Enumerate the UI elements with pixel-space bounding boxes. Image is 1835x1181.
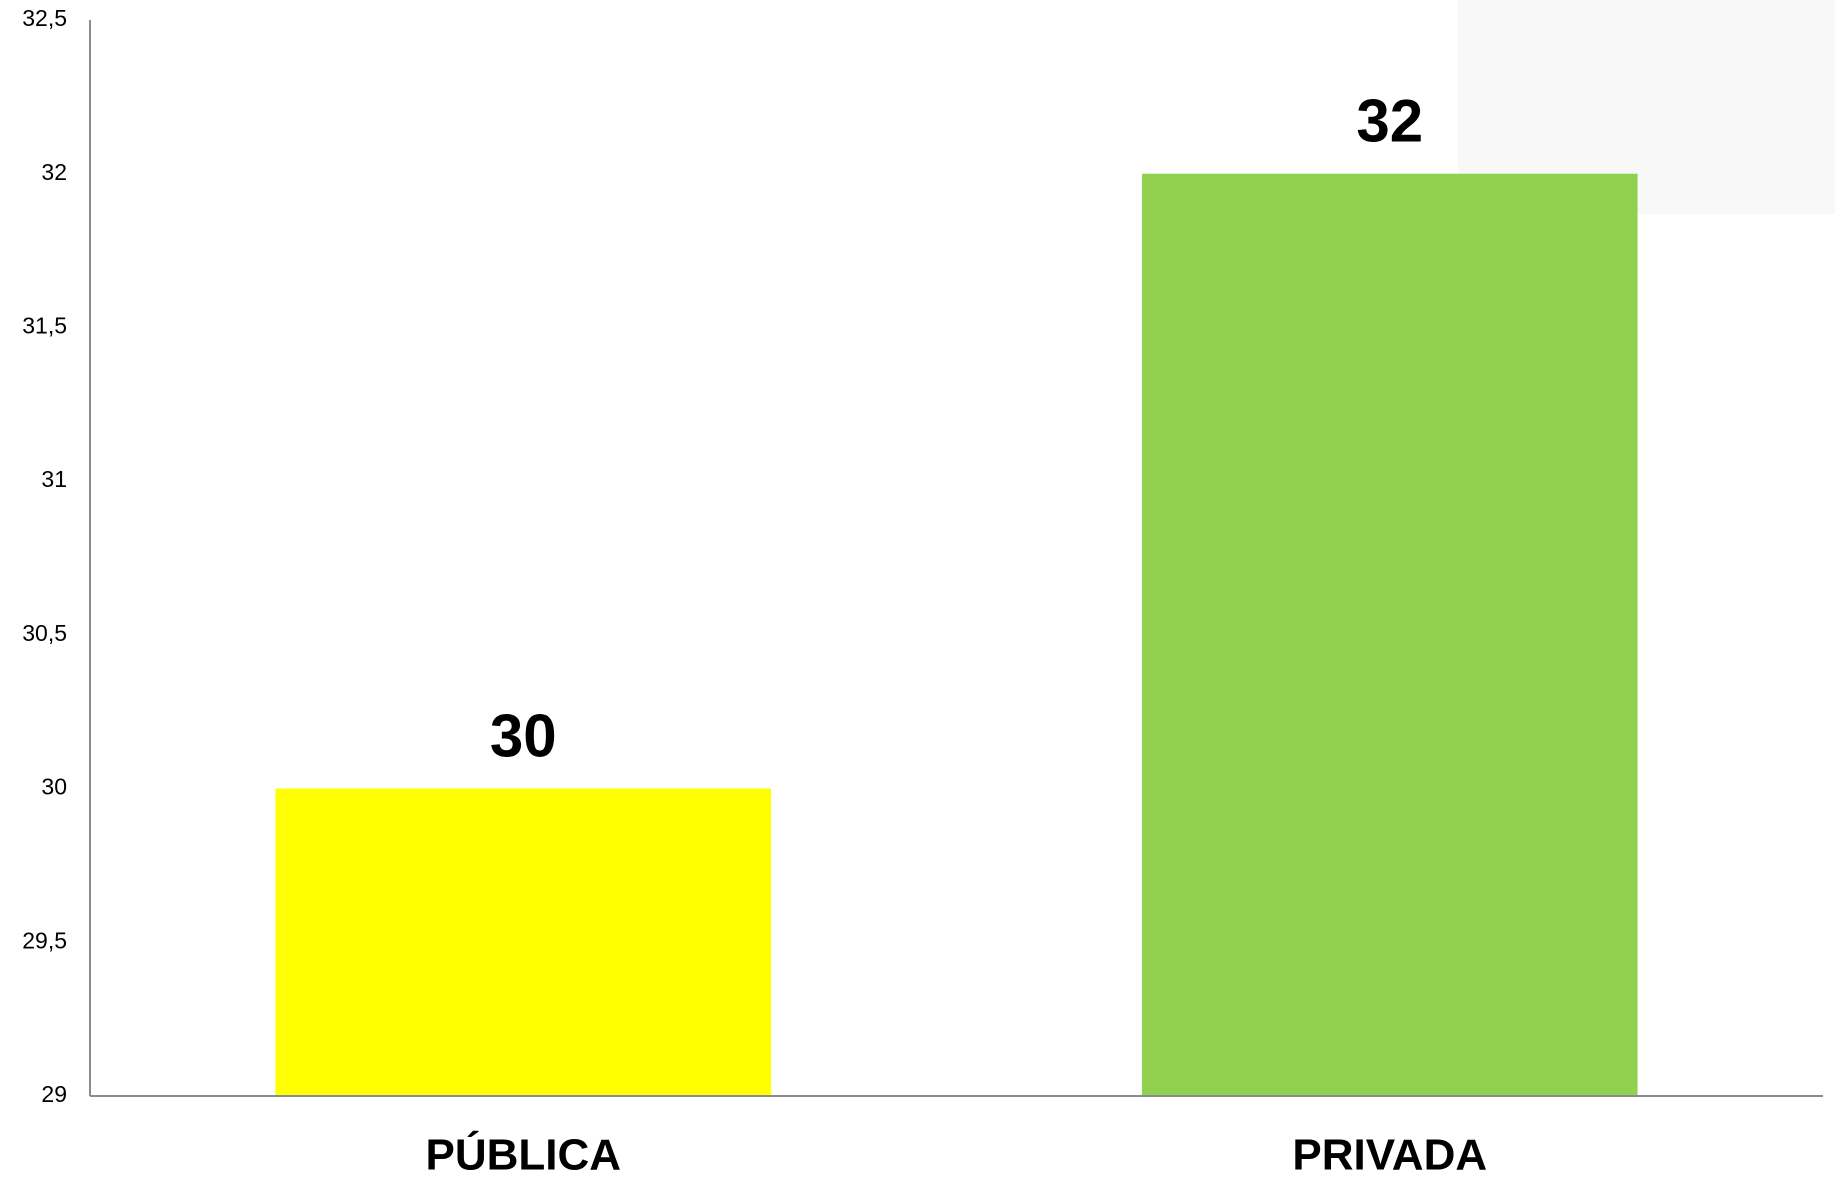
y-tick-label: 29 bbox=[41, 1081, 67, 1107]
y-tick-label: 30 bbox=[41, 774, 67, 800]
y-tick-label: 30,5 bbox=[22, 620, 67, 646]
y-tick-label: 31,5 bbox=[22, 313, 67, 339]
x-tick-label: PÚBLICA bbox=[425, 1130, 621, 1180]
y-tick-label: 32 bbox=[41, 159, 67, 185]
x-tick-label: PRIVADA bbox=[1292, 1131, 1487, 1180]
y-tick-label: 32,5 bbox=[22, 5, 67, 31]
data-label: 30 bbox=[490, 702, 557, 769]
bar bbox=[275, 788, 772, 1096]
y-tick-label: 31 bbox=[41, 466, 67, 492]
bar bbox=[1141, 173, 1638, 1096]
data-label: 32 bbox=[1356, 88, 1423, 155]
y-tick-label: 29,5 bbox=[22, 927, 67, 953]
